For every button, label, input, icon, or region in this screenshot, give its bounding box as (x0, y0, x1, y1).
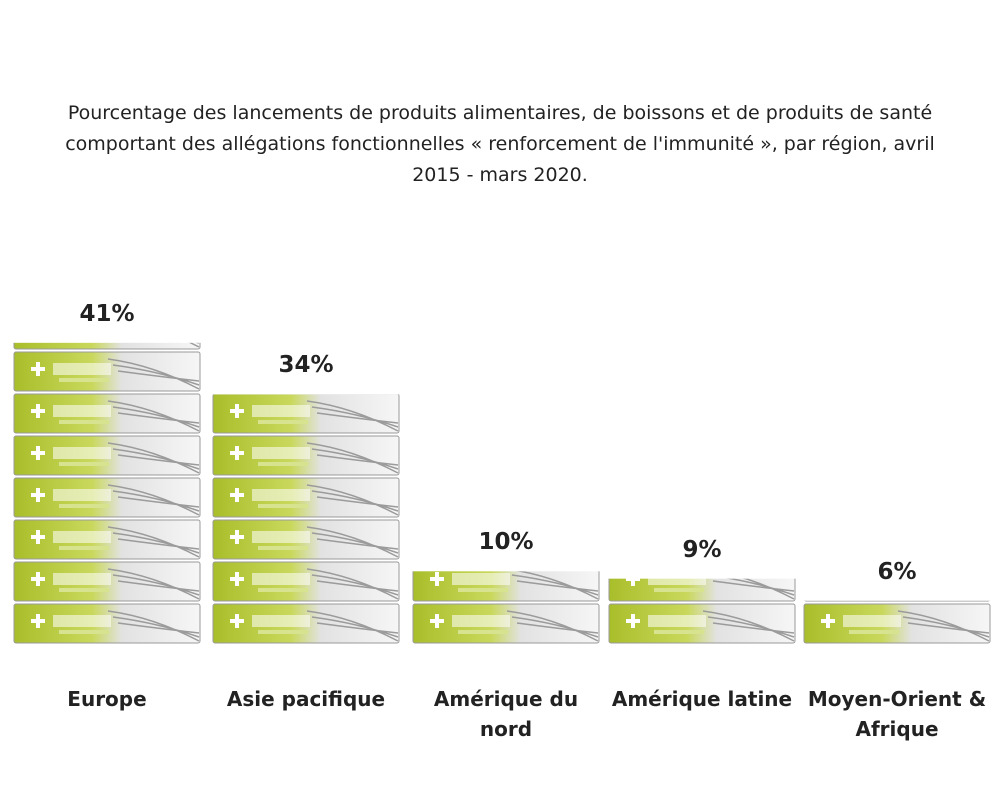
value-label: 41% (79, 300, 135, 327)
bar (13, 342, 201, 645)
category-label: Europe (67, 687, 147, 711)
category-label: Amérique du nord (433, 687, 579, 741)
value-label: 6% (877, 558, 917, 585)
value-label: 34% (278, 352, 334, 379)
bar (608, 578, 796, 645)
value-label: 9% (682, 536, 722, 563)
value-label: 10% (478, 529, 534, 556)
category-label: Asie pacifique (226, 687, 386, 711)
category-label: Amérique latine (611, 687, 793, 711)
category-label: Moyen-Orient & Afrique (807, 687, 987, 741)
chart-title: Pourcentage des lancements de produits a… (65, 102, 935, 186)
bar (803, 600, 991, 645)
bar (412, 571, 600, 645)
bar (212, 394, 400, 645)
